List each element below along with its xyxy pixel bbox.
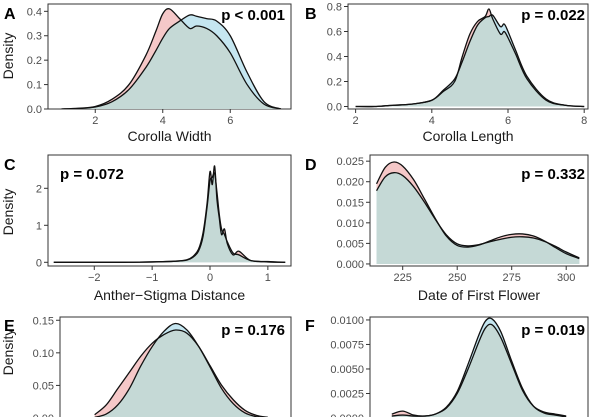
plot-area [355, 8, 585, 108]
plot-area [53, 165, 286, 263]
x-tick-label: 8 [581, 115, 587, 127]
density-line-series-2 [355, 14, 585, 108]
panel-d: 0.000 0.005 0.010 0.015 0.020 0.025 225 250 275 3… [305, 154, 589, 303]
density-overlap-area [96, 329, 258, 417]
plot-area [375, 161, 580, 264]
panel-letter: F [305, 318, 315, 335]
panel-letter: E [4, 318, 15, 335]
y-tick-label: 0.0 [27, 104, 42, 116]
y-tick-label: 0.4 [327, 52, 342, 64]
p-value-label: p = 0.019 [521, 322, 585, 339]
x-tick-label: −2 [88, 272, 101, 284]
x-tick-label: 0 [207, 272, 213, 284]
panel-letter: A [4, 6, 16, 23]
plot-area [94, 322, 269, 417]
y-tick-label: 0.010 [336, 218, 364, 230]
y-tick-label: 0.020 [336, 177, 364, 189]
x-tick-label: 225 [394, 272, 412, 284]
y-tick-label: 0.1 [27, 80, 42, 92]
x-tick-label: 1 [265, 272, 271, 284]
density-line-series-2 [94, 322, 264, 417]
y-tick-label: 0.0 [327, 102, 342, 114]
x-tick-label: 2 [92, 115, 98, 127]
y-tick-label: 0.00 [33, 413, 54, 417]
x-tick-label: 300 [557, 272, 575, 284]
x-tick-label: 250 [448, 272, 466, 284]
x-axis-label: Corolla Length [422, 128, 513, 144]
y-tick-label: 1 [36, 220, 42, 232]
y-tick-label: 0.6 [327, 27, 342, 39]
density-line-series-1 [61, 8, 282, 109]
y-tick-label: 0.0100 [330, 315, 364, 327]
panel-letter: B [305, 6, 317, 23]
density-overlap-area [61, 21, 281, 109]
y-tick-label: 0.0050 [330, 364, 364, 376]
plot-area [61, 8, 282, 109]
y-tick-label: 0.8 [327, 2, 342, 14]
x-tick-label: 6 [227, 115, 233, 127]
panel-border [369, 154, 589, 267]
x-tick-label: 4 [160, 115, 166, 127]
y-tick-label: 0.15 [33, 315, 54, 327]
y-tick-label: 0.025 [336, 156, 364, 168]
density-overlap-area [376, 172, 580, 264]
density-line-series-2 [53, 172, 286, 263]
plot-area [391, 317, 567, 417]
p-value-label: p = 0.332 [521, 166, 585, 183]
y-axis-label: Density [0, 329, 16, 376]
y-tick-label: 0 [36, 257, 42, 269]
y-tick-label: 0.2 [327, 77, 342, 89]
y-tick-label: 2 [36, 183, 42, 195]
density-overlap-area [391, 324, 567, 417]
density-area-series-2 [53, 172, 286, 263]
panel-c: 0 1 2 −2 −1 0 1 Anther−Stigma Distance Density Cp… [0, 154, 292, 303]
panel-a: 0.0 0.1 0.2 0.3 0.4 2 4 6 Corolla Width Density A p… [0, 3, 292, 144]
y-tick-label: 0.05 [33, 380, 54, 392]
y-tick-label: 0.10 [33, 348, 54, 360]
density-overlap-area [53, 173, 286, 263]
x-tick-label: 275 [503, 272, 521, 284]
x-axis-label: Corolla Width [127, 128, 211, 144]
panel-letter: D [305, 157, 317, 174]
y-tick-label: 0.0025 [330, 388, 364, 400]
panel-border [369, 316, 589, 417]
x-tick-label: 6 [505, 115, 511, 127]
x-tick-label: −1 [146, 272, 159, 284]
density-overlap-area [355, 16, 585, 107]
p-value-label: p = 0.072 [60, 166, 124, 183]
y-tick-label: 0.0075 [330, 339, 364, 351]
x-axis-label: Date of First Flower [418, 287, 540, 303]
y-tick-label: 0.015 [336, 197, 364, 209]
p-value-label: p = 0.176 [221, 322, 285, 339]
y-tick-label: 0.3 [27, 31, 42, 43]
p-value-label: p = 0.022 [521, 7, 585, 24]
density-line-series-2 [61, 14, 282, 109]
density-line-series-1 [94, 329, 269, 417]
y-axis-label: Density [0, 33, 16, 80]
panel-b: 0.0 0.2 0.4 0.6 0.8 2 4 6 8 Corolla Length B p = 0.… [305, 2, 589, 144]
x-axis-label: Anther−Stigma Distance [94, 287, 246, 303]
x-tick-label: 4 [429, 115, 435, 127]
y-tick-label: 0.000 [336, 259, 364, 271]
y-tick-label: 0.005 [336, 238, 364, 250]
density-line-series-2 [375, 171, 580, 259]
y-axis-label: Density [0, 189, 16, 236]
y-tick-label: 0.4 [27, 6, 42, 18]
density-line-series-2 [391, 317, 567, 417]
panel-border [59, 316, 292, 417]
panel-border [47, 154, 292, 267]
x-tick-label: 2 [353, 115, 359, 127]
y-tick-label: 0.2 [27, 55, 42, 67]
panel-letter: C [4, 157, 16, 174]
p-value-label: p < 0.001 [221, 7, 285, 24]
